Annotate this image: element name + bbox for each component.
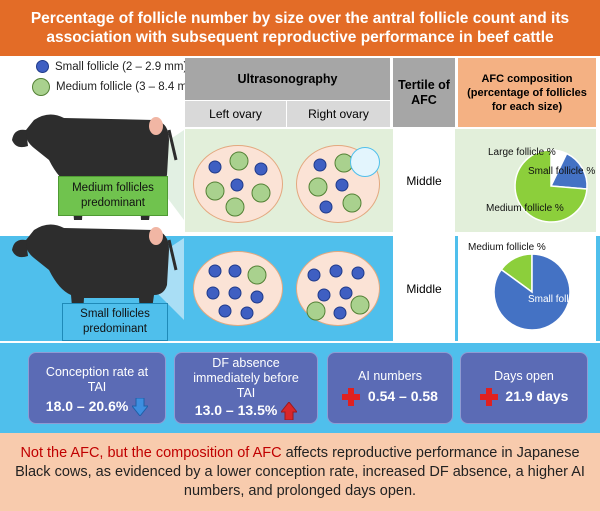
plus-icon (479, 388, 498, 407)
card-days-label: Days open (494, 369, 554, 383)
tag-small-predominant: Small follicles predominant (62, 303, 168, 341)
pie-small: Medium follicle % Small follicle % (468, 242, 595, 331)
header-ultrasonography: Ultrasonography (185, 58, 390, 100)
card-conception-rate: Conception rate at TAI 18.0 – 20.6% (28, 352, 166, 424)
row-small-tertile: Middle (393, 236, 455, 341)
card-days-value: 21.9 days (461, 388, 587, 407)
page-title: Percentage of follicle number by size ov… (0, 0, 600, 56)
arrow-down-icon (131, 397, 150, 418)
pie-medium-label-medium: Medium follicle % (486, 203, 564, 214)
header-right-ovary: Right ovary (287, 101, 390, 127)
pie-medium: Large follicle % Small follicle % Medium… (486, 147, 595, 223)
pie-medium-label-large: Large follicle % (488, 147, 556, 158)
header-left-ovary: Left ovary (185, 101, 286, 127)
header-tertile: Tertile of AFC (393, 58, 455, 127)
conclusion-rest: affects reproductive performance in Japa… (15, 444, 585, 499)
conclusion-text: Not the AFC, but the composition of AFC … (10, 444, 590, 501)
card-df-label: DF absence immediately before TAI (193, 356, 299, 400)
conclusion-box: Not the AFC, but the composition of AFC … (0, 433, 600, 511)
row-medium-tertile: Middle (393, 129, 455, 232)
card-df-absence: DF absence immediately before TAI 13.0 –… (174, 352, 318, 424)
conclusion-highlight: Not the AFC, but the composition of AFC (20, 444, 282, 461)
tag-medium-predominant: Medium follicles predominant (58, 176, 168, 216)
cow-medium-icon (12, 114, 184, 220)
large-follicle-icon (350, 147, 380, 177)
card-conception-label: Conception rate at TAI (45, 365, 149, 394)
left-ovary-small (193, 251, 283, 326)
pie-medium-label-small: Small follicle % (528, 166, 595, 177)
small-follicle-icon (36, 60, 49, 73)
card-ai-value: 0.54 – 0.58 (328, 388, 452, 407)
legend-small-label: Small follicle (2 – 2.9 mm) (55, 60, 188, 73)
legend-medium: Medium follicle (3 – 8.4 mm) (32, 78, 200, 96)
pie-small-label-small: Small follicle % (528, 294, 595, 305)
legend-small: Small follicle (2 – 2.9 mm) (36, 60, 187, 73)
pie-small-label-medium: Medium follicle % (468, 242, 546, 253)
card-ai-numbers: AI numbers 0.54 – 0.58 (327, 352, 453, 424)
card-df-value: 13.0 – 13.5% (175, 401, 317, 421)
cow-small-icon (12, 224, 184, 330)
arrow-up-icon (280, 401, 299, 421)
card-conception-value: 18.0 – 20.6% (29, 397, 165, 418)
header-composition: AFC composition (percentage of follicles… (458, 58, 596, 127)
card-ai-label: AI numbers (358, 369, 422, 383)
legend-medium-label: Medium follicle (3 – 8.4 mm) (56, 81, 201, 93)
medium-follicle-icon (32, 78, 50, 96)
card-days-open: Days open 21.9 days (460, 352, 588, 424)
right-ovary-small (296, 251, 380, 326)
left-ovary-medium (193, 145, 283, 223)
plus-icon (342, 388, 361, 407)
